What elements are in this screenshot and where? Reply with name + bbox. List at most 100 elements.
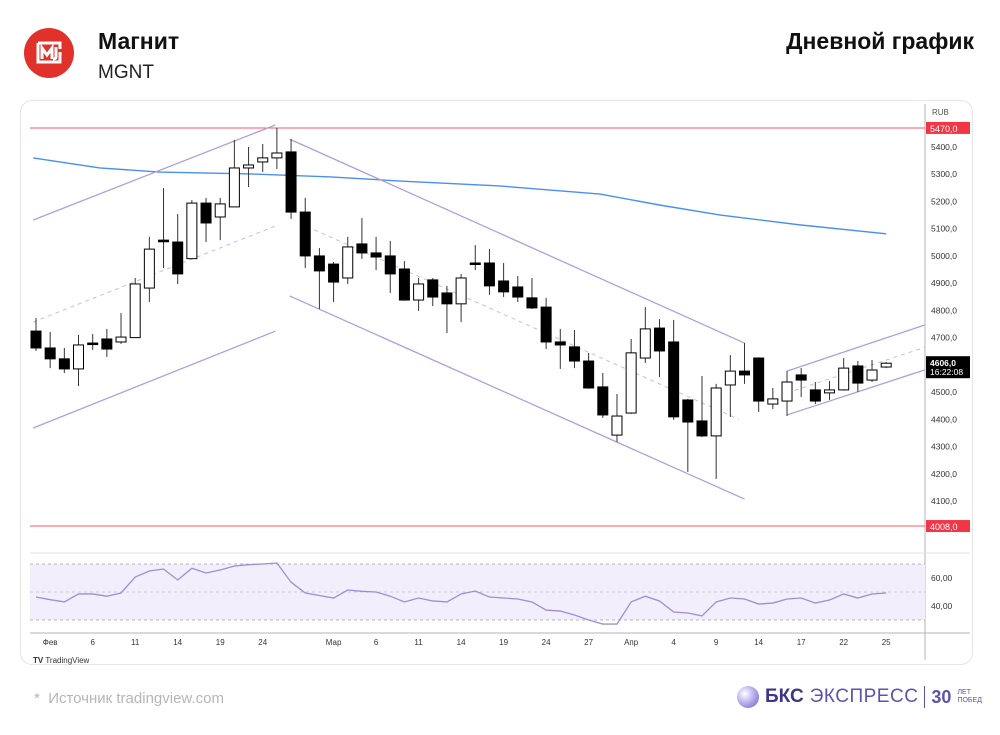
price-tick-label: 4200,0 — [931, 469, 957, 479]
candle-up — [271, 152, 283, 159]
candle-down — [328, 263, 340, 283]
trend-channel-upper — [32, 124, 276, 221]
candle-up — [724, 370, 736, 386]
candle-down — [356, 243, 368, 254]
source-text: Источник tradingview.com — [48, 690, 224, 707]
candle-down — [398, 268, 410, 301]
candle-down — [58, 358, 70, 370]
candle-down — [313, 255, 325, 272]
time-tick-label: 9 — [714, 638, 719, 647]
time-tick-label: 14 — [457, 638, 466, 647]
trend-channel-lower — [289, 295, 745, 500]
candle-up — [866, 369, 878, 381]
candle-up — [880, 362, 892, 368]
candle-up — [824, 389, 836, 394]
last-price-label: 4606,0 — [930, 358, 956, 368]
price-tick-label: 4400,0 — [931, 414, 957, 424]
level-price-badge — [926, 121, 970, 134]
candle-up — [129, 283, 141, 339]
candle-down — [30, 330, 42, 349]
candle-up — [214, 203, 226, 218]
brand-divider — [924, 686, 926, 708]
candle-down — [809, 389, 821, 402]
candle-down — [696, 420, 708, 437]
price-tick-label: 4800,0 — [931, 305, 957, 315]
candle-down — [526, 297, 538, 309]
brand-small: ЛЕТ ПОБЕД — [957, 689, 982, 704]
company-name: Магнит — [98, 28, 180, 54]
price-tick-label: 5100,0 — [931, 224, 957, 234]
candle-down — [498, 280, 510, 293]
candle-down — [200, 202, 212, 224]
brand-bold: БКС — [765, 686, 804, 707]
candle-down — [299, 211, 311, 257]
price-tick-label: 5300,0 — [931, 169, 957, 179]
candle-down — [668, 341, 680, 418]
magnit-logo — [24, 28, 74, 78]
level-price-badge — [926, 520, 970, 533]
price-tick-label: 5400,0 — [931, 142, 957, 152]
candle-down — [469, 262, 481, 265]
time-tick-label: 24 — [258, 638, 267, 647]
candle-down — [384, 255, 396, 275]
price-tick-label: 4700,0 — [931, 333, 957, 343]
candle-up — [243, 164, 255, 169]
candle-down — [540, 306, 552, 343]
candle-down — [568, 346, 580, 362]
trend-channel-upper — [289, 138, 745, 344]
chart-kind-title: Дневной график — [786, 28, 974, 54]
candle-down — [583, 360, 595, 389]
brand-30: 30 — [931, 686, 952, 707]
moving-average-line — [33, 157, 887, 235]
time-tick-label: Апр — [624, 638, 639, 647]
candle-down — [682, 399, 694, 423]
time-tick-label: 22 — [839, 638, 848, 647]
countdown-label: 16:22:08 — [930, 367, 963, 377]
candle-down — [739, 370, 750, 376]
candle-up — [639, 328, 651, 359]
candle-up — [710, 387, 722, 437]
tradingview-label: TradingView — [45, 656, 90, 665]
source-star: * — [34, 690, 40, 707]
candle-down — [795, 374, 807, 381]
price-tick-label: 5000,0 — [931, 251, 957, 261]
candle-down — [370, 252, 382, 258]
price-tick-label: 4900,0 — [931, 278, 957, 288]
candle-up — [186, 202, 198, 260]
bks-express-logo: БКС ЭКСПРЕСС 30 ЛЕТ ПОБЕД — [737, 686, 982, 708]
time-tick-label: 17 — [797, 638, 806, 647]
time-tick-label: 11 — [414, 638, 423, 647]
candle-up — [611, 415, 623, 436]
currency-label: RUB — [932, 108, 949, 117]
candle-up — [342, 246, 354, 279]
time-tick-label: 11 — [131, 638, 140, 647]
candle-up — [625, 352, 637, 414]
trend-channel-lower — [32, 330, 276, 429]
candle-down — [172, 241, 184, 275]
price-tick-label: 4300,0 — [931, 442, 957, 452]
candle-up — [73, 344, 85, 370]
candle-up — [228, 167, 240, 208]
trend-channel-lower — [786, 369, 925, 416]
rsi-tick-label: 40,00 — [931, 601, 953, 611]
candle-down — [285, 151, 297, 213]
candle-down — [653, 327, 665, 352]
candle-up — [413, 283, 425, 301]
time-tick-label: Мар — [326, 638, 342, 647]
tradingview-logo: TV TradingView — [33, 656, 90, 665]
price-tick-label: 4500,0 — [931, 387, 957, 397]
time-tick-label: 6 — [90, 638, 95, 647]
rsi-line — [35, 562, 887, 625]
bks-orb-icon — [737, 686, 759, 708]
time-tick-label: 4 — [671, 638, 676, 647]
price-tick-label: 4100,0 — [931, 496, 957, 506]
candle-down — [554, 341, 566, 346]
candle-down — [512, 286, 524, 298]
level-price-label: 4008,0 — [930, 522, 958, 532]
candle-up — [767, 398, 779, 405]
last-price-badge — [926, 356, 970, 379]
candle-up — [257, 157, 269, 163]
candle-down — [87, 342, 99, 346]
time-tick-label: 24 — [542, 638, 551, 647]
